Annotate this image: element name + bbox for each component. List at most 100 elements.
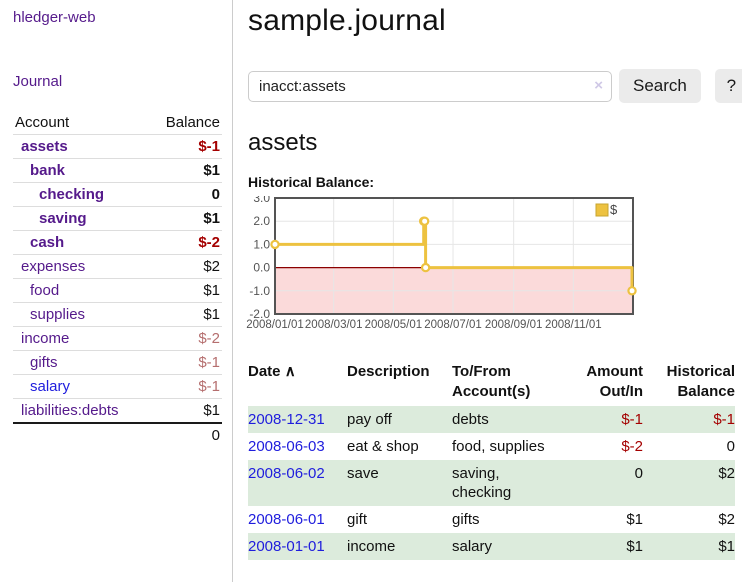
- accounts-header-balance: Balance: [148, 111, 222, 135]
- register-row: 2008-06-03 eat & shop food, supplies $-2 0: [248, 433, 735, 460]
- chart-y-tick-label: 0.0: [253, 261, 270, 275]
- account-link-supplies[interactable]: supplies: [30, 306, 86, 323]
- transaction-description: eat & shop: [347, 438, 419, 455]
- chart-svg: 2008/01/01 2008/03/01 2008/05/01 2008/07/01…: [246, 191, 637, 331]
- chart-label: Historical Balance:: [248, 174, 375, 190]
- register-header-balance: Historical Balance: [666, 363, 735, 400]
- chart-x-tick-label: 2008/01/01: [246, 319, 304, 331]
- chart-y-tick-label: -1.0: [249, 284, 270, 298]
- account-link-expenses[interactable]: expenses: [21, 258, 86, 275]
- register-header-date-label: Date: [248, 363, 281, 380]
- register-row: 2008-06-01 gift gifts $1 $2: [248, 506, 735, 533]
- chart-x-tick-label: 2008/07/01: [424, 319, 482, 331]
- accounts-table: Account Balance assets $-1 bank $1 checking 0…: [13, 111, 222, 447]
- account-balance: $1: [148, 158, 222, 183]
- chart-x-tick-label: 2008/09/01: [485, 319, 543, 331]
- chart-data-point: [270, 239, 280, 250]
- app-title-link[interactable]: hledger-web: [13, 9, 96, 26]
- account-link-cash[interactable]: cash: [30, 234, 65, 251]
- account-row: supplies $1: [13, 302, 222, 327]
- account-balance: $1: [148, 302, 222, 327]
- account-link-saving[interactable]: saving: [39, 210, 87, 227]
- account-link-bank[interactable]: bank: [30, 162, 66, 179]
- account-balance: $-2: [148, 326, 222, 351]
- transaction-accounts: salary: [452, 538, 493, 555]
- account-balance: $-2: [148, 230, 222, 255]
- transaction-date-link[interactable]: 2008-06-01: [248, 511, 325, 528]
- account-row: gifts $-1: [13, 350, 222, 375]
- account-row: saving $1: [13, 206, 222, 231]
- page-title: sample.journal: [248, 4, 446, 37]
- clear-search-icon[interactable]: ×: [594, 76, 603, 94]
- account-balance: $-1: [148, 374, 222, 399]
- register-row: 2008-12-31 pay off debts $-1 $-1: [248, 406, 735, 433]
- transaction-amount: $1: [626, 538, 643, 555]
- account-link-food[interactable]: food: [30, 282, 60, 299]
- chart-data-point: [419, 216, 430, 226]
- transaction-balance: $2: [718, 465, 735, 482]
- transaction-description: save: [347, 465, 379, 482]
- register-header-date[interactable]: Date ∧: [248, 360, 347, 406]
- account-balance: $-1: [148, 350, 222, 375]
- accounts-total-spacer: [13, 422, 149, 447]
- transaction-date-link[interactable]: 2008-01-01: [248, 538, 325, 555]
- account-link-gifts[interactable]: gifts: [30, 354, 58, 371]
- account-balance: 0: [148, 182, 222, 207]
- account-link-income[interactable]: income: [21, 330, 70, 347]
- chart-border: [274, 197, 634, 315]
- search-button[interactable]: Search: [619, 69, 701, 103]
- register-header-description: Description: [347, 363, 430, 380]
- register-row: 2008-06-02 save saving, checking 0 $2: [248, 460, 735, 506]
- chart-y-tick-label: 2.0: [253, 214, 270, 228]
- chart-y-tick-label: 3.0: [253, 196, 270, 205]
- help-button[interactable]: ?: [714, 69, 742, 103]
- transaction-description: pay off: [347, 411, 392, 428]
- account-row: bank $1: [13, 158, 222, 183]
- search-input[interactable]: [248, 70, 612, 102]
- balance-chart: 2008/01/01 2008/03/01 2008/05/01 2008/07/01…: [244, 191, 742, 337]
- chart-x-tick-label: 2008/05/01: [365, 319, 423, 331]
- accounts-total-row: 0: [13, 422, 222, 447]
- transaction-amount: $1: [626, 511, 643, 528]
- transaction-amount: $-2: [621, 438, 643, 455]
- account-row: liabilities:debts $1: [13, 398, 222, 424]
- account-balance: $1: [148, 278, 222, 303]
- transaction-balance: 0: [726, 438, 735, 455]
- transaction-balance: $2: [718, 511, 735, 528]
- chart-x-tick-label: 2008/03/01: [305, 319, 363, 331]
- register-row: 2008-01-01 income salary $1 $1: [248, 533, 735, 560]
- account-row: expenses $2: [13, 254, 222, 279]
- chart-y-tick-label: -2.0: [249, 307, 270, 321]
- main-panel: sample.journal × Search ? assets Histori…: [233, 0, 742, 582]
- account-link-salary[interactable]: salary: [30, 378, 71, 395]
- transaction-amount: $-1: [621, 411, 643, 428]
- register-body: 2008-12-31 pay off debts $-1 $-1 2008-06-03 ea…: [248, 406, 735, 560]
- chart-legend-label: $: [610, 202, 618, 217]
- transaction-balance: $1: [718, 538, 735, 555]
- account-balance: $1: [148, 206, 222, 231]
- transaction-balance: $-1: [713, 411, 735, 428]
- account-link-liabilities-debts[interactable]: liabilities:debts: [21, 402, 119, 419]
- sidebar: hledger-web Journal Account Balance asse…: [0, 0, 233, 582]
- account-link-assets[interactable]: assets: [21, 138, 68, 155]
- chart-data-point: [627, 286, 637, 296]
- transaction-date-link[interactable]: 2008-06-02: [248, 465, 325, 482]
- transaction-date-link[interactable]: 2008-12-31: [248, 411, 325, 428]
- account-row: assets $-1: [13, 134, 222, 159]
- transaction-accounts: gifts: [452, 511, 480, 528]
- account-link-checking[interactable]: checking: [39, 186, 105, 203]
- chart-y-tick-label: 1.0: [253, 237, 270, 251]
- account-row: cash $-2: [13, 230, 222, 255]
- register-header-amount: Amount Out/In: [586, 363, 643, 400]
- search-bar: × Search ?: [248, 69, 742, 103]
- transaction-accounts: food, supplies: [452, 438, 545, 455]
- sidebar-item-journal[interactable]: Journal: [13, 73, 63, 90]
- chart-x-tick-label: 2008/11/01: [545, 319, 602, 331]
- chart-data-point: [420, 262, 431, 273]
- transaction-description: gift: [347, 511, 368, 528]
- account-row: salary $-1: [13, 374, 222, 399]
- account-balance: $1: [148, 398, 222, 424]
- transaction-description: income: [347, 538, 396, 555]
- transaction-date-link[interactable]: 2008-06-03: [248, 438, 325, 455]
